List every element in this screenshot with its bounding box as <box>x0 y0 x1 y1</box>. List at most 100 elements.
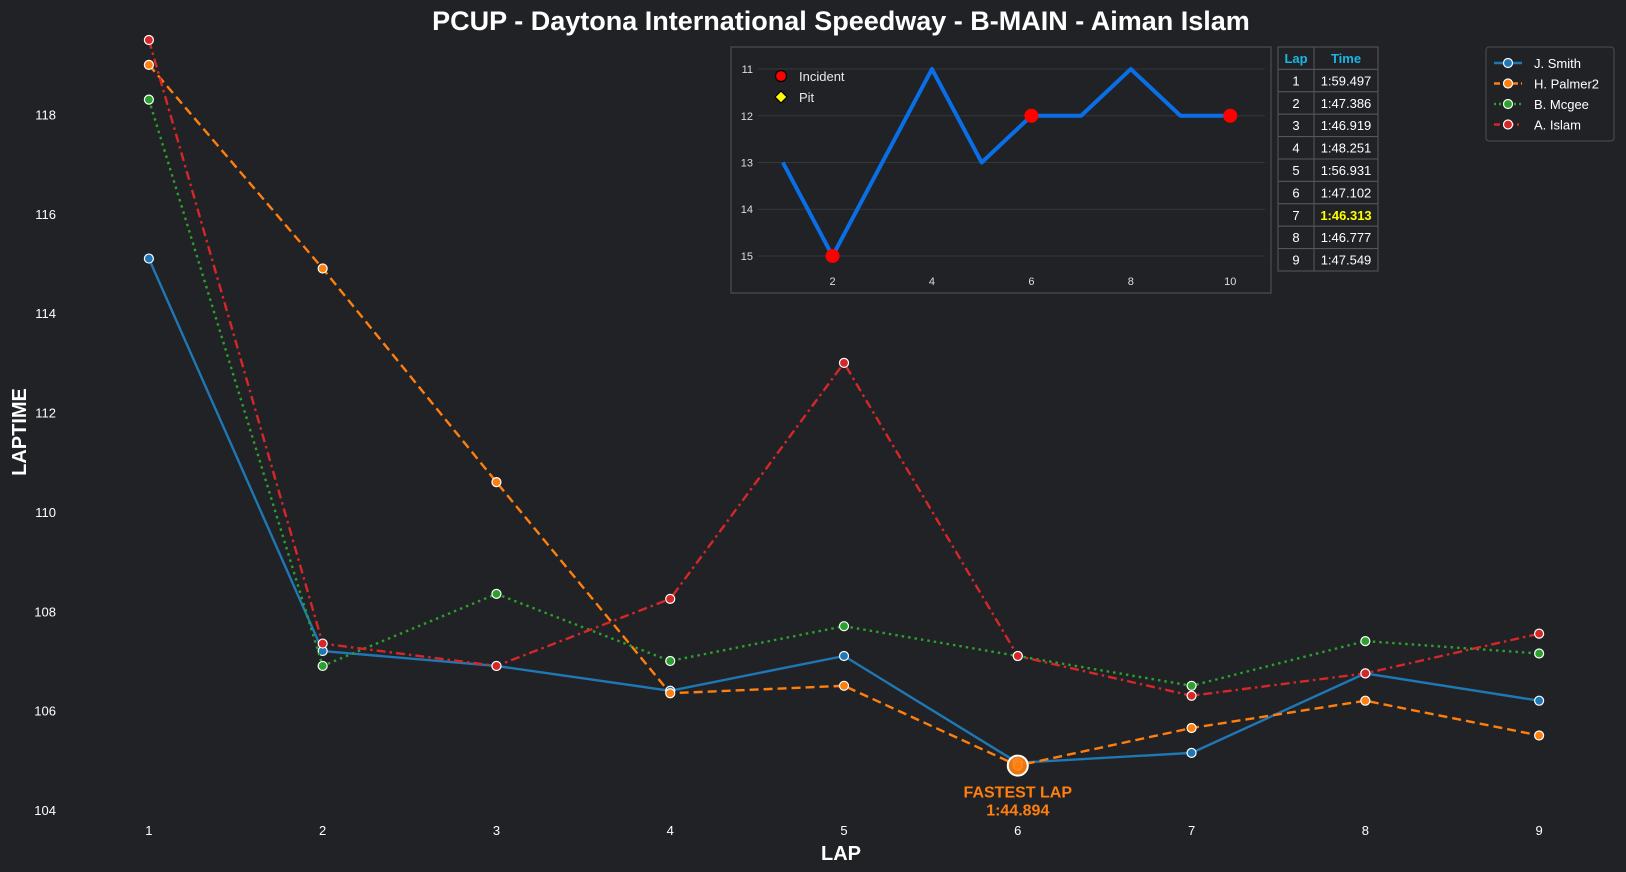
table-lap-number: 5 <box>1292 163 1299 178</box>
data-point <box>838 650 850 662</box>
table-lap-number: 9 <box>1292 253 1299 268</box>
data-point <box>1186 722 1197 734</box>
data-point <box>1186 680 1197 691</box>
data-point <box>838 680 850 691</box>
data-point <box>491 477 502 488</box>
table-lap-time: 1:47.386 <box>1321 96 1372 111</box>
inset-y-tick-label: 13 <box>741 157 753 169</box>
position-inset: 11 12 13 14 15 2 4 6 8 10 Incident Pit <box>730 46 1272 294</box>
data-point <box>143 253 154 264</box>
data-point <box>665 688 676 699</box>
table-row: 9 1:47.549 <box>1277 248 1379 272</box>
data-point <box>143 34 154 46</box>
table-lap-number: 8 <box>1292 230 1299 245</box>
table-lap-number: 3 <box>1292 118 1299 133</box>
chart-title: PCUP - Daytona International Speedway - … <box>432 6 1250 36</box>
inset-y-tick-label: 12 <box>741 111 753 123</box>
x-tick-label: 8 <box>1362 823 1369 838</box>
data-point <box>1534 695 1545 706</box>
x-tick-label: 2 <box>319 823 326 838</box>
table-lap-time: 1:47.549 <box>1321 253 1372 268</box>
y-tick-label: 110 <box>35 505 56 520</box>
data-point <box>143 59 154 70</box>
table-row: 2 1:47.386 <box>1277 91 1379 115</box>
y-axis-label: LAPTIME <box>9 388 31 476</box>
data-point <box>1534 730 1545 741</box>
y-tick-label: 106 <box>34 704 56 719</box>
inset-y-tick-label: 14 <box>741 204 753 216</box>
x-tick-label: 3 <box>493 823 500 838</box>
lap-time-table: Lap Time 1 1:59.497 2 1:47.386 3 1:46.919 4 1:48.… <box>1277 46 1379 272</box>
data-point <box>317 638 328 649</box>
table-lap-time: 1:46.919 <box>1321 118 1372 133</box>
table-header-label: Lap <box>1284 51 1307 66</box>
chart-legend: J. Smith H. Palmer2 B. Mcgee A. Islam <box>1485 46 1615 142</box>
incident-marker <box>1223 108 1238 123</box>
y-tick-labels: 104 106 108 110 112 114 116 118 <box>34 108 56 818</box>
inset-frame <box>730 46 1272 294</box>
y-tick-label: 112 <box>35 406 56 421</box>
y-tick-label: 114 <box>35 306 56 321</box>
table-best-lap-time: 1:46.313 <box>1320 208 1371 223</box>
table-row: 6 1:47.102 <box>1277 180 1379 205</box>
fastest-lap-value: 1:44.894 <box>986 803 1049 820</box>
data-point <box>491 660 502 672</box>
fastest-lap-marker <box>1006 754 1029 777</box>
table-row: 4 1:48.251 <box>1277 136 1379 160</box>
table-lap-number: 4 <box>1292 141 1299 156</box>
legend-marker <box>1502 119 1514 130</box>
x-tick-label: 4 <box>667 823 674 838</box>
data-point <box>838 621 850 632</box>
data-point <box>317 263 328 274</box>
x-tick-label: 7 <box>1188 823 1195 838</box>
incident-legend-icon <box>774 69 788 83</box>
table-row: 7 1:46.313 <box>1277 203 1379 227</box>
legend-marker <box>1502 78 1514 89</box>
data-point <box>1360 635 1371 647</box>
data-point <box>1534 648 1545 659</box>
x-axis-label: LAP <box>821 843 861 865</box>
inset-y-tick-label: 15 <box>741 251 753 263</box>
table-row: 5 1:56.931 <box>1277 158 1379 182</box>
legend-label: H. Palmer2 <box>1534 77 1599 92</box>
table-lap-number: 7 <box>1292 208 1299 223</box>
x-tick-label: 5 <box>840 823 847 838</box>
data-point <box>1012 650 1023 662</box>
data-point <box>1360 695 1371 706</box>
table-row: 3 1:46.919 <box>1277 113 1379 138</box>
series-layer <box>143 34 1545 771</box>
legend-marker <box>1502 57 1514 69</box>
table-lap-time: 1:48.251 <box>1321 141 1372 156</box>
table-row: 1 1:59.497 <box>1277 68 1379 93</box>
data-point <box>1186 747 1197 758</box>
table-row: 8 1:46.777 <box>1277 225 1379 250</box>
legend-label: J. Smith <box>1534 56 1581 71</box>
legend-marker <box>1502 98 1514 110</box>
inset-legend-label: Pit <box>799 90 815 105</box>
table-header-label: Time <box>1331 51 1361 66</box>
data-point <box>665 655 676 667</box>
series-b-mcgee <box>143 94 1545 691</box>
data-point <box>665 593 676 604</box>
data-point <box>491 588 502 600</box>
table-lap-number: 2 <box>1292 96 1299 111</box>
legend-label: B. Mcgee <box>1534 97 1589 112</box>
y-tick-label: 116 <box>35 207 56 222</box>
inset-x-tick-label: 4 <box>929 276 935 288</box>
incident-marker <box>1024 108 1039 123</box>
table-lap-number: 1 <box>1292 73 1299 88</box>
legend-frame <box>1485 46 1615 142</box>
data-point <box>143 94 154 105</box>
inset-x-tick-label: 10 <box>1224 276 1236 288</box>
pit-legend-icon <box>774 90 788 104</box>
table-cell <box>1313 248 1379 272</box>
fastest-lap-annotation: FASTEST LAP 1:44.894 <box>964 754 1072 820</box>
table-lap-time: 1:56.931 <box>1321 163 1372 178</box>
data-point <box>1360 668 1371 679</box>
y-tick-label: 118 <box>35 108 56 123</box>
y-tick-label: 104 <box>34 803 56 818</box>
incident-marker <box>825 248 840 263</box>
table-lap-time: 1:46.777 <box>1321 230 1372 245</box>
table-lap-number: 6 <box>1292 185 1299 200</box>
